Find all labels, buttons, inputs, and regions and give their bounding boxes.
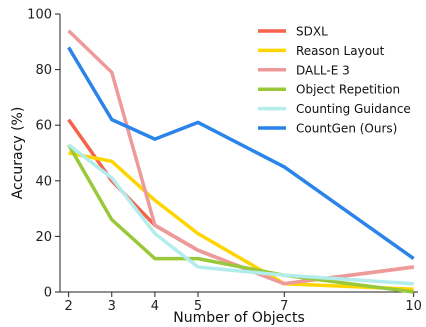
x-tick-label: 5: [194, 299, 202, 314]
legend-label-reason-layout: Reason Layout: [296, 44, 385, 58]
x-axis-label: Number of Objects: [173, 310, 305, 326]
legend: SDXL Reason Layout DALL-E 3 Object Repetiti…: [258, 25, 411, 136]
x-tick-label: 2: [64, 299, 72, 314]
y-tick-label: 100: [27, 8, 52, 23]
legend-label-countgen-ours: CountGen (Ours): [296, 122, 397, 136]
series-line-counting-guidance: [67, 143, 414, 286]
series-lines: [67, 29, 415, 294]
series-line-dall-e-3: [67, 29, 414, 286]
x-tick-label: 3: [108, 299, 116, 314]
legend-label-dall-e-3: DALL-E 3: [296, 63, 350, 77]
y-tick-label: 80: [35, 63, 52, 78]
x-tick-label: 4: [151, 299, 159, 314]
y-axis-label: Accuracy (%): [10, 107, 26, 200]
series-line-reason-layout: [68, 151, 414, 291]
x-tick-label: 10: [405, 299, 422, 314]
y-tick-label: 20: [35, 230, 52, 245]
series-line-countgen-ours: [67, 46, 415, 261]
y-ticks: 0 20 40 60 80 100: [27, 8, 60, 301]
y-tick-label: 40: [35, 174, 52, 189]
axes: [59, 14, 418, 293]
x-ticks: 2 3 4 5 7 10: [64, 292, 422, 314]
legend-label-sdxl: SDXL: [296, 25, 328, 39]
y-tick-label: 0: [44, 286, 52, 301]
x-tick-label: 7: [280, 299, 288, 314]
legend-label-object-repetition: Object Repetition: [296, 83, 400, 97]
y-tick-label: 60: [35, 119, 52, 134]
legend-label-counting-guidance: Counting Guidance: [296, 102, 411, 116]
